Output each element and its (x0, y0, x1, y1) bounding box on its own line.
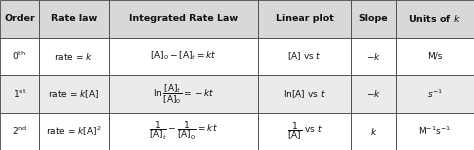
Bar (109, 38, 258, 75)
Bar (351, 112, 396, 150)
Bar (39, 0, 109, 38)
Bar (39, 75, 109, 112)
Text: rate = $k[\mathrm{A}]$: rate = $k[\mathrm{A}]$ (48, 88, 100, 100)
Bar (396, 38, 474, 75)
Text: 1$^{\mathrm{st}}$: 1$^{\mathrm{st}}$ (13, 88, 26, 100)
Text: $-k$: $-k$ (366, 51, 381, 62)
Bar (258, 38, 351, 75)
Bar (109, 112, 258, 150)
Bar (0, 112, 39, 150)
Text: Linear plot: Linear plot (275, 14, 334, 23)
Bar (0, 75, 39, 112)
Bar (351, 75, 396, 112)
Text: $[\mathrm{A}]_0 - [\mathrm{A}]_t = kt$: $[\mathrm{A}]_0 - [\mathrm{A}]_t = kt$ (150, 50, 217, 63)
Bar (39, 38, 109, 75)
Text: Units of $k$: Units of $k$ (409, 13, 461, 24)
Bar (396, 0, 474, 38)
Text: $\ln\dfrac{[\mathrm{A}]_t}{[\mathrm{A}]_0} = -kt$: $\ln\dfrac{[\mathrm{A}]_t}{[\mathrm{A}]_… (153, 82, 214, 106)
Text: $\dfrac{1}{[\mathrm{A}]_t} - \dfrac{1}{[\mathrm{A}]_0} = kt$: $\dfrac{1}{[\mathrm{A}]_t} - \dfrac{1}{[… (149, 120, 218, 142)
Text: $-k$: $-k$ (366, 88, 381, 99)
Text: Order: Order (4, 14, 35, 23)
Text: $k$: $k$ (370, 126, 377, 137)
Text: ln$[\mathrm{A}]$ vs $t$: ln$[\mathrm{A}]$ vs $t$ (283, 88, 326, 100)
Text: Slope: Slope (358, 14, 388, 23)
Text: Integrated Rate Law: Integrated Rate Law (129, 14, 238, 23)
Text: $\dfrac{1}{[\mathrm{A}]}$ vs $t$: $\dfrac{1}{[\mathrm{A}]}$ vs $t$ (287, 120, 322, 142)
Bar (396, 75, 474, 112)
Text: rate = $k[\mathrm{A}]^2$: rate = $k[\mathrm{A}]^2$ (46, 125, 101, 138)
Bar (396, 112, 474, 150)
Bar (258, 0, 351, 38)
Text: 0$^{\mathrm{th}}$: 0$^{\mathrm{th}}$ (12, 50, 27, 62)
Text: Rate law: Rate law (51, 14, 97, 23)
Bar (109, 0, 258, 38)
Bar (0, 38, 39, 75)
Text: $s^{-1}$: $s^{-1}$ (427, 88, 443, 100)
Bar (258, 75, 351, 112)
Bar (0, 0, 39, 38)
Bar (109, 75, 258, 112)
Text: M$^{-1}$s$^{-1}$: M$^{-1}$s$^{-1}$ (419, 125, 451, 137)
Bar (258, 112, 351, 150)
Text: rate = $k$: rate = $k$ (55, 51, 93, 62)
Bar (351, 38, 396, 75)
Bar (39, 112, 109, 150)
Text: 2$^{\mathrm{nd}}$: 2$^{\mathrm{nd}}$ (12, 125, 27, 137)
Text: M/s: M/s (427, 52, 443, 61)
Text: $[\mathrm{A}]$ vs $t$: $[\mathrm{A}]$ vs $t$ (287, 50, 322, 62)
Bar (351, 0, 396, 38)
